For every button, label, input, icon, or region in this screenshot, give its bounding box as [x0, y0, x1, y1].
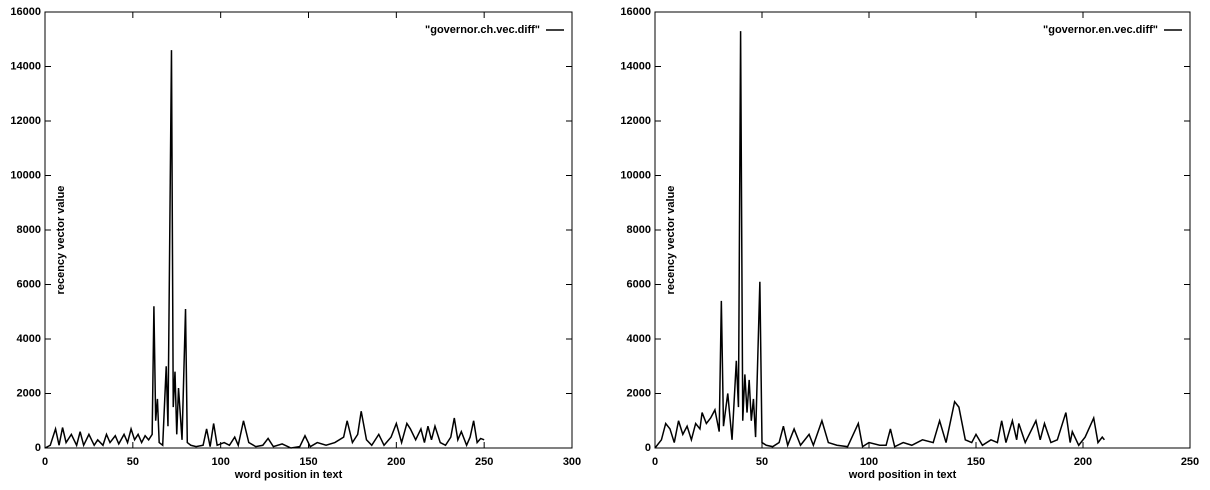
y-tick-label: 6000 [17, 278, 41, 290]
y-tick-label: 4000 [627, 333, 651, 345]
y-tick-label: 14000 [620, 60, 651, 72]
x-tick-label: 150 [299, 456, 317, 468]
x-tick-label: 0 [42, 456, 48, 468]
x-tick-label: 50 [756, 456, 768, 468]
data-line [44, 50, 485, 449]
y-tick-label: 12000 [10, 115, 41, 127]
y-tick-label: 14000 [10, 60, 41, 72]
y-tick-label: 16000 [620, 6, 651, 18]
x-tick-label: 150 [967, 456, 985, 468]
y-tick-label: 2000 [627, 387, 651, 399]
y-tick-label: 6000 [627, 278, 651, 290]
y-tick-label: 0 [35, 442, 41, 454]
x-tick-label: 250 [475, 456, 493, 468]
x-tick-label: 200 [387, 456, 405, 468]
y-tick-label: 4000 [17, 333, 41, 345]
x-tick-label: 300 [563, 456, 581, 468]
y-tick-label: 8000 [627, 224, 651, 236]
y-tick-label: 10000 [620, 169, 651, 181]
y-tick-label: 8000 [17, 224, 41, 236]
x-tick-label: 250 [1181, 456, 1199, 468]
y-tick-label: 0 [645, 442, 651, 454]
y-axis-label: recency vector value [55, 186, 67, 295]
x-axis-label: word position in text [234, 469, 343, 481]
legend-label: "governor.ch.vec.diff" [425, 24, 540, 36]
y-axis-label: recency vector value [665, 186, 677, 295]
x-tick-label: 200 [1074, 456, 1092, 468]
y-tick-label: 2000 [17, 387, 41, 399]
y-tick-label: 12000 [620, 115, 651, 127]
x-tick-label: 100 [860, 456, 878, 468]
x-tick-label: 0 [652, 456, 658, 468]
y-tick-label: 16000 [10, 6, 41, 18]
x-tick-label: 100 [211, 456, 229, 468]
plot-frame [44, 11, 573, 449]
x-tick-label: 50 [127, 456, 139, 468]
x-axis-label: word position in text [848, 469, 957, 481]
data-line [654, 31, 1105, 449]
y-tick-label: 10000 [10, 169, 41, 181]
legend-label: "governor.en.vec.diff" [1043, 24, 1158, 36]
